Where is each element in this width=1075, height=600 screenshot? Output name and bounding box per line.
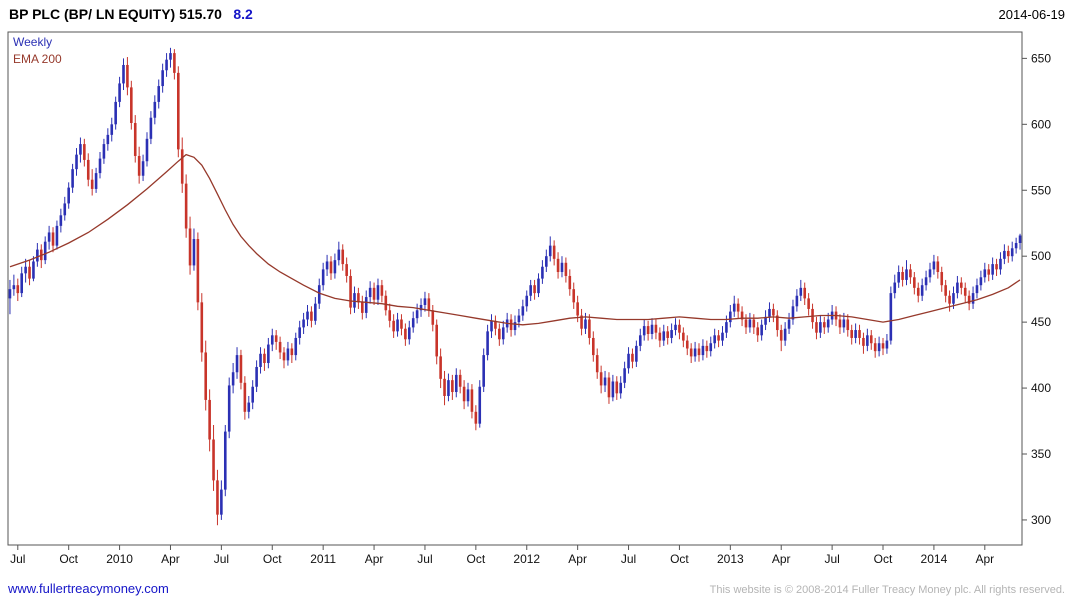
price-change: 8.2	[233, 6, 253, 22]
svg-text:2011: 2011	[310, 552, 336, 566]
svg-text:Oct: Oct	[670, 552, 689, 566]
svg-text:Apr: Apr	[365, 552, 384, 566]
svg-text:650: 650	[1031, 51, 1051, 65]
legend-ema: EMA 200	[13, 52, 62, 66]
website-link[interactable]: www.fullertreacymoney.com	[8, 581, 169, 596]
svg-text:400: 400	[1031, 381, 1051, 395]
svg-text:Jul: Jul	[10, 552, 25, 566]
copyright-text: This website is © 2008-2014 Fuller Treac…	[709, 584, 1065, 596]
svg-text:Jul: Jul	[214, 552, 229, 566]
instrument-title: BP PLC (BP/ LN EQUITY) 515.70	[9, 6, 222, 22]
svg-text:Jul: Jul	[621, 552, 636, 566]
svg-text:Oct: Oct	[263, 552, 282, 566]
svg-text:350: 350	[1031, 447, 1051, 461]
svg-text:Apr: Apr	[975, 552, 994, 566]
chart-header: BP PLC (BP/ LN EQUITY) 515.70 8.2 2014-0…	[9, 6, 1065, 24]
svg-text:600: 600	[1031, 117, 1051, 131]
chart-date: 2014-06-19	[998, 7, 1066, 22]
svg-text:450: 450	[1031, 315, 1051, 329]
svg-text:Jul: Jul	[824, 552, 839, 566]
instrument-title-group: BP PLC (BP/ LN EQUITY) 515.70 8.2	[9, 6, 253, 24]
svg-text:Oct: Oct	[874, 552, 893, 566]
svg-text:300: 300	[1031, 513, 1051, 527]
svg-text:Oct: Oct	[59, 552, 78, 566]
svg-text:Jul: Jul	[417, 552, 432, 566]
page-footer: www.fullertreacymoney.com This website i…	[8, 581, 1065, 596]
svg-text:Apr: Apr	[772, 552, 791, 566]
svg-text:2013: 2013	[717, 552, 744, 566]
legend-weekly: Weekly	[13, 35, 53, 49]
svg-text:2010: 2010	[106, 552, 133, 566]
svg-text:500: 500	[1031, 249, 1051, 263]
chart-legend: Weekly EMA 200	[13, 34, 62, 68]
svg-text:Apr: Apr	[568, 552, 587, 566]
svg-text:2014: 2014	[921, 552, 948, 566]
price-chart-canvas: 650 600 550 500 450 400 350 300 Jul Oct 2010 Apr Jul…	[7, 31, 1051, 566]
svg-text:2012: 2012	[513, 552, 540, 566]
svg-text:Oct: Oct	[467, 552, 486, 566]
svg-text:550: 550	[1031, 183, 1051, 197]
svg-text:Apr: Apr	[161, 552, 180, 566]
